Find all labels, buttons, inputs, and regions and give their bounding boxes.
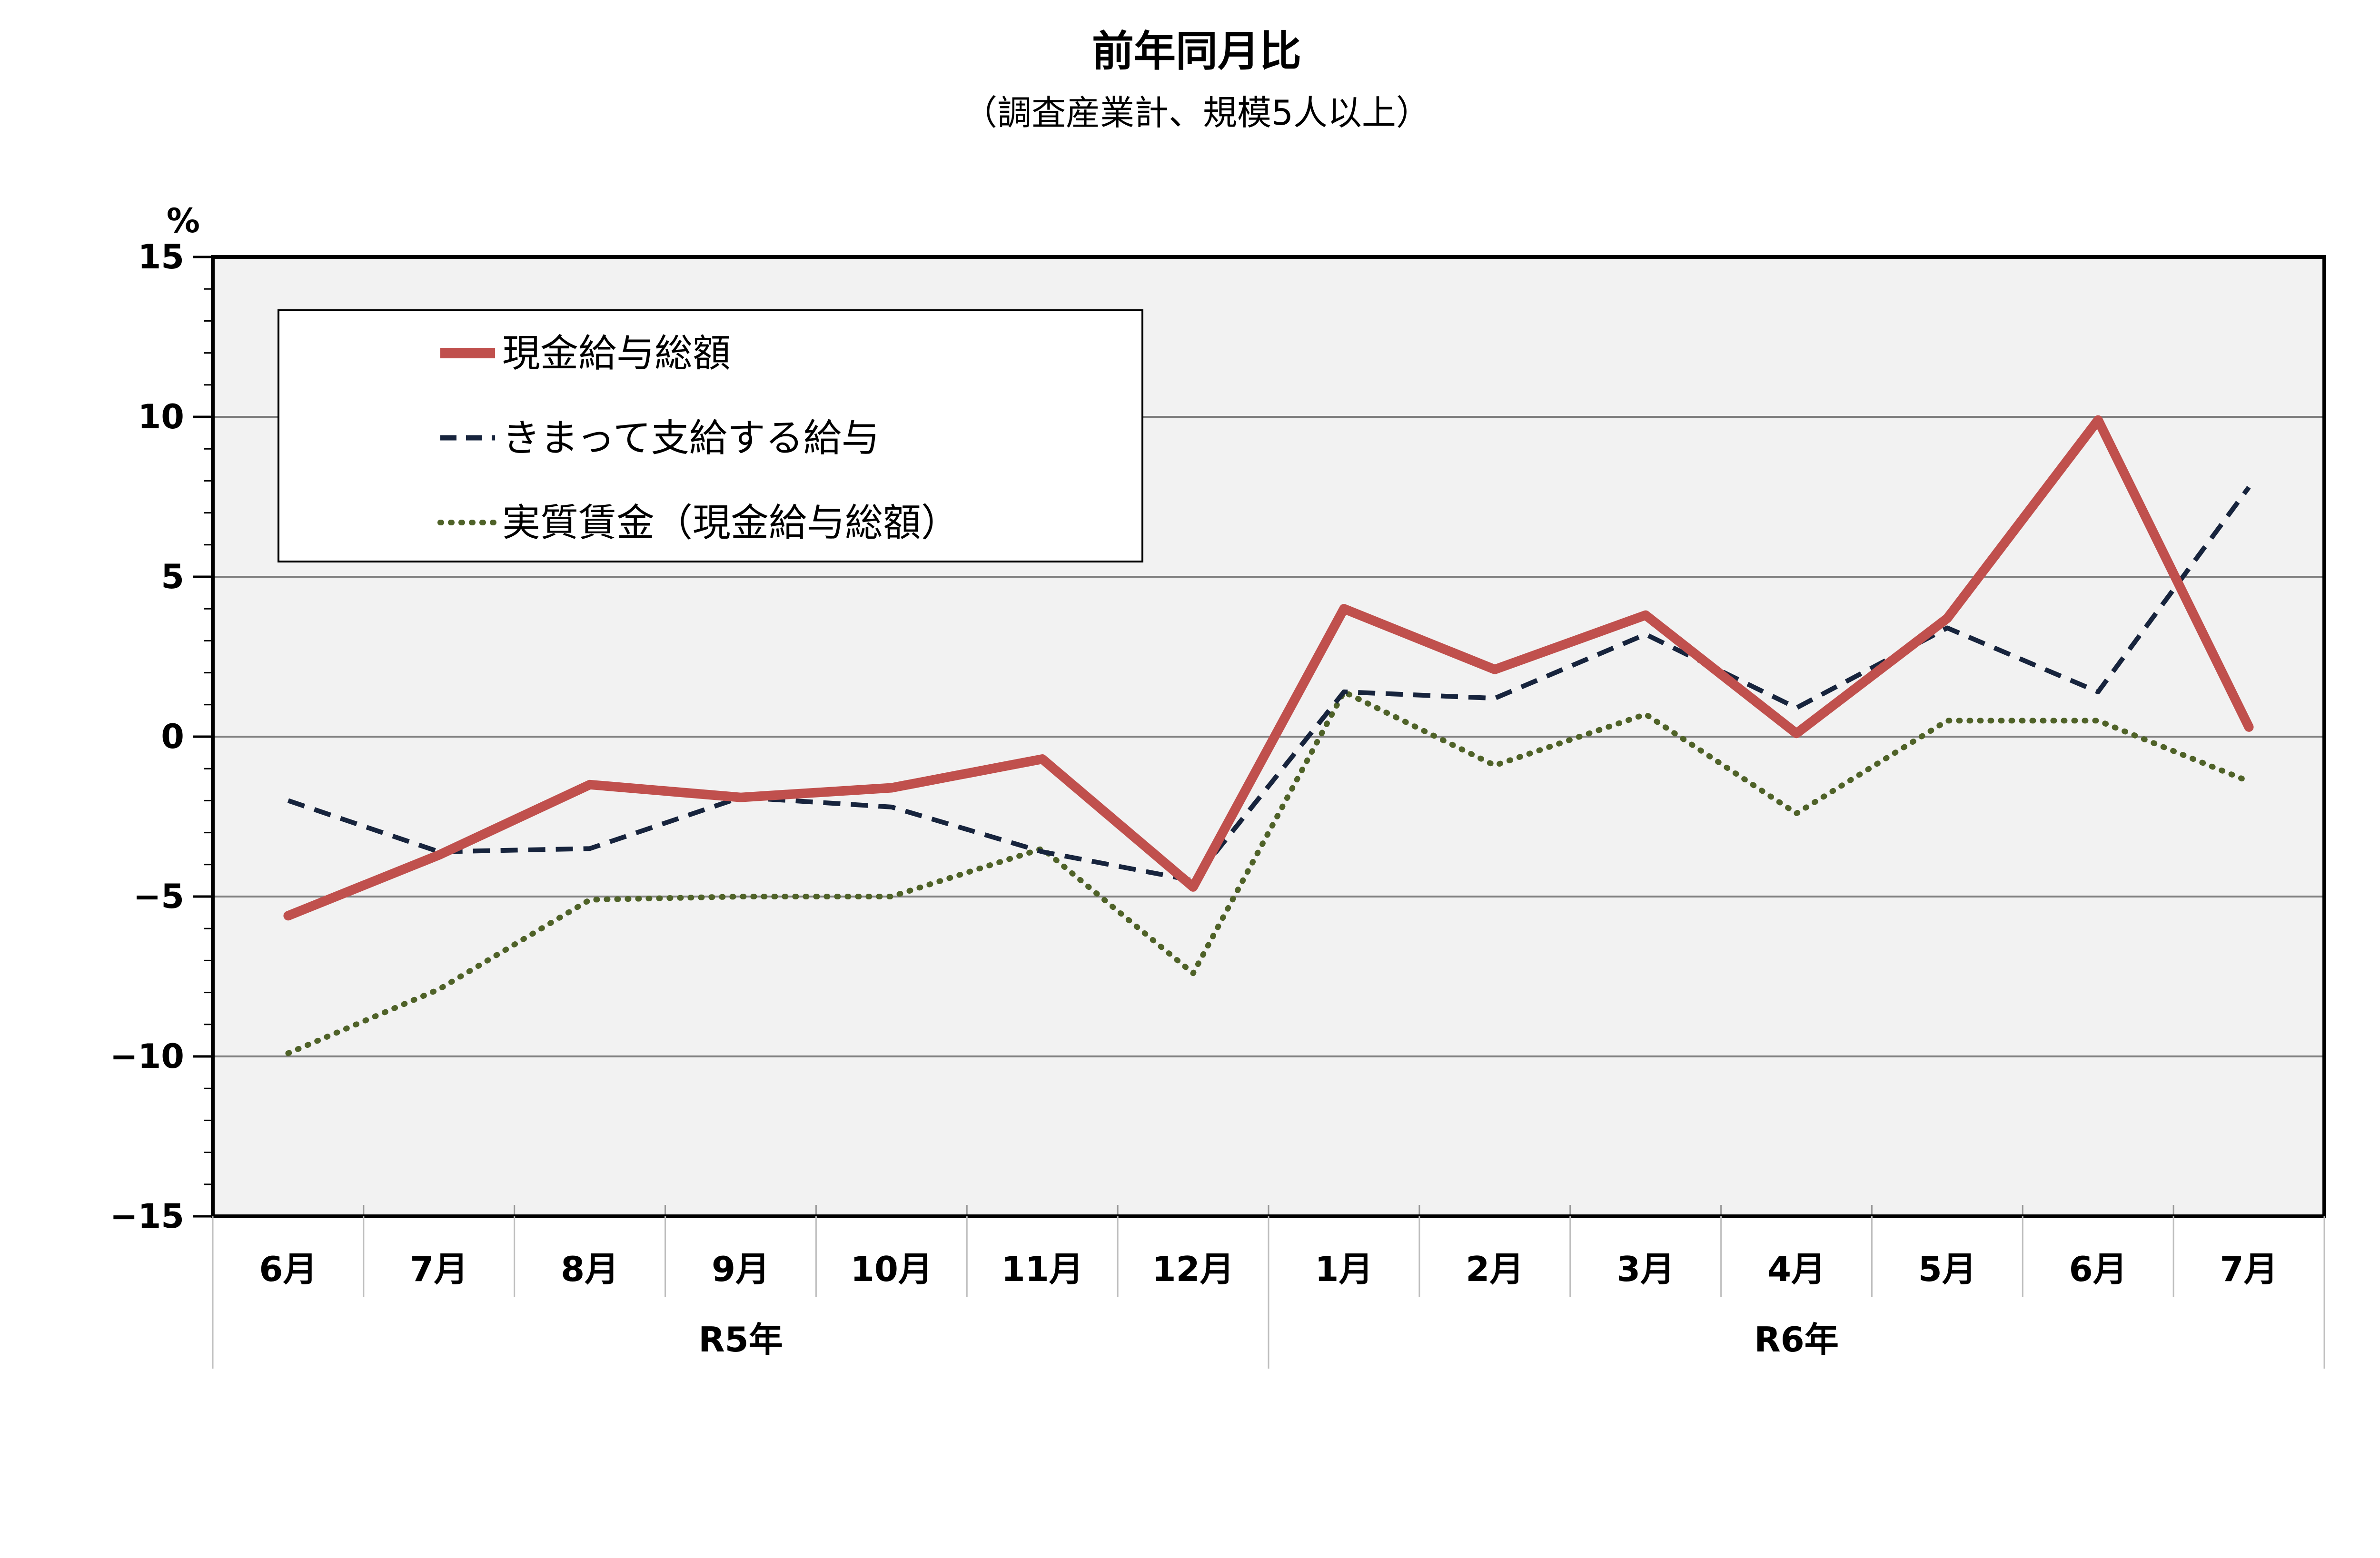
y-tick-label: −10 <box>110 1037 184 1076</box>
x-tick-label: 5月 <box>1918 1249 1976 1289</box>
x-tick-label: 6月 <box>2069 1249 2127 1289</box>
x-tick-label: 10月 <box>851 1249 932 1289</box>
x-group-label: R5年 <box>698 1320 783 1360</box>
x-tick-label: 7月 <box>410 1249 468 1289</box>
x-tick-label: 9月 <box>712 1249 770 1289</box>
legend-label-series-3: 実質賃金（現金給与総額） <box>502 501 959 545</box>
legend-item-series-2: きまって支給する給与 <box>440 416 880 460</box>
x-tick-label: 4月 <box>1767 1249 1825 1289</box>
y-axis-unit-label: % <box>167 201 200 240</box>
y-tick-label: 15 <box>138 237 184 276</box>
legend-label-series-1: 現金給与総額 <box>502 331 731 375</box>
series-line-1 <box>283 415 2254 921</box>
y-tick-label: 0 <box>161 717 184 756</box>
y-tick-label: −5 <box>133 877 184 916</box>
chart-subtitle: （調査産業計、規模5人以上） <box>963 93 1430 133</box>
y-tick-label: 5 <box>161 557 184 596</box>
x-tick-label: 7月 <box>2220 1249 2278 1289</box>
series-line-3 <box>285 689 2252 1056</box>
x-tick-label: 11月 <box>1002 1249 1083 1289</box>
x-tick-label: 1月 <box>1315 1249 1373 1289</box>
chart-title: 前年同月比 <box>1092 27 1301 76</box>
legend: 現金給与総額 きまって支給する給与 実質賃金（現金給与総額） <box>278 309 1143 562</box>
x-tick-label: 3月 <box>1616 1249 1675 1289</box>
x-group-label: R6年 <box>1754 1320 1839 1360</box>
legend-item-series-3: 実質賃金（現金給与総額） <box>437 501 959 545</box>
x-tick-label: 2月 <box>1466 1249 1524 1289</box>
y-axis: 15 10 5 0 −5 −10 −15 <box>110 237 213 1236</box>
legend-item-series-1: 現金給与総額 <box>440 331 731 375</box>
x-tick-label: 12月 <box>1152 1249 1234 1289</box>
y-tick-label: 10 <box>138 397 184 436</box>
x-axis: 6月 7月 8月 9月 10月 11月 12月 1月 2月 3月 4月 5月 6月 7月 R5年 R6年 <box>212 1216 2325 1369</box>
legend-box <box>278 309 1143 562</box>
x-tick-label: 8月 <box>561 1249 619 1289</box>
legend-label-series-2: きまって支給する給与 <box>502 416 880 460</box>
series-layer <box>283 415 2254 1056</box>
y-tick-label: −15 <box>110 1197 184 1236</box>
x-tick-label: 6月 <box>259 1249 317 1289</box>
